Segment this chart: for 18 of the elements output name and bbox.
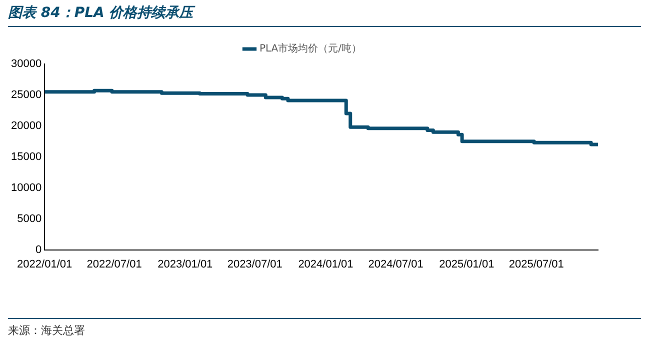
chart-title: 图表 84：PLA 价格持续承压	[8, 4, 641, 27]
y-tick-label: 10000	[10, 182, 42, 194]
y-tick-label: 20000	[10, 120, 42, 132]
y-tick-label: 15000	[10, 150, 42, 163]
y-tick-label: 0	[35, 244, 42, 256]
legend-label: PLA市场均价（元/吨）	[259, 42, 362, 55]
x-tick-label: 2022/07/01	[86, 258, 142, 270]
x-tick-label: 2024/07/01	[368, 258, 424, 270]
x-tick-label: 2022/01/01	[17, 258, 72, 270]
x-tick-label: 2023/01/01	[158, 258, 213, 270]
x-tick-label: 2025/01/01	[439, 258, 494, 270]
y-tick-label: 25000	[10, 89, 42, 101]
x-tick-label: 2024/01/01	[298, 258, 354, 270]
x-tick-label: 2023/07/01	[227, 258, 282, 270]
x-tick-label: 2025/07/01	[508, 258, 564, 270]
y-tick-label: 30000	[10, 58, 42, 70]
source-note: 来源：海关总署	[8, 318, 641, 338]
y-tick-label: 5000	[17, 212, 42, 225]
